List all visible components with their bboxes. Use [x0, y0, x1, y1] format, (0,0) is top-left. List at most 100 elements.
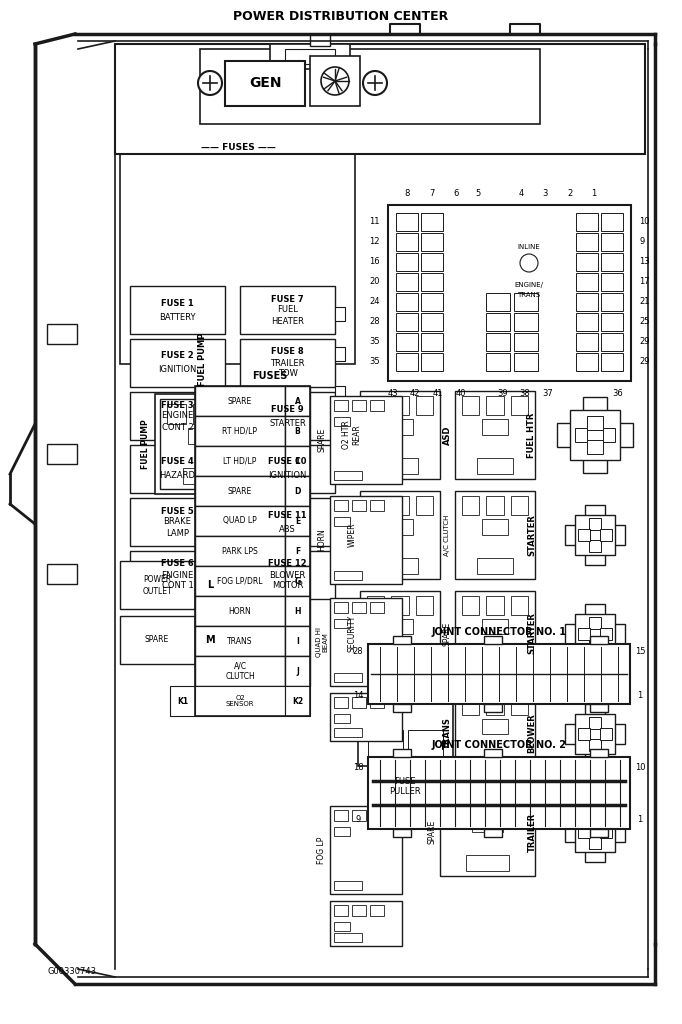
Text: 18: 18 [353, 763, 364, 771]
Text: 4: 4 [518, 188, 524, 198]
Text: 29: 29 [639, 357, 649, 367]
Text: FUSE 9: FUSE 9 [271, 404, 303, 414]
Bar [195, 386, 310, 716]
Text: 8: 8 [404, 188, 410, 198]
Text: POWER: POWER [143, 574, 171, 584]
Text: 1: 1 [638, 814, 642, 823]
Text: SPARE: SPARE [145, 636, 169, 644]
Text: STARTER: STARTER [269, 419, 306, 427]
Bar [240, 551, 335, 599]
Text: O2 HTR
REAR: O2 HTR REAR [342, 421, 361, 450]
Text: 40: 40 [456, 388, 466, 397]
Text: 28: 28 [353, 647, 364, 656]
Bar [396, 233, 418, 251]
Bar [462, 696, 479, 715]
Bar [285, 686, 310, 716]
Bar [511, 696, 528, 715]
Bar [583, 397, 607, 473]
Bar [575, 714, 615, 754]
Bar [393, 829, 411, 837]
Bar [477, 655, 513, 671]
Text: E: E [295, 516, 300, 525]
Bar [576, 213, 598, 231]
Bar [462, 396, 479, 416]
Text: FUEL: FUEL [277, 305, 298, 314]
Text: LT HD/LP: LT HD/LP [223, 457, 256, 466]
Text: FUEL PUMP: FUEL PUMP [198, 333, 207, 386]
Bar [352, 697, 366, 708]
Bar [330, 806, 402, 894]
Bar [421, 333, 443, 351]
Bar [585, 505, 605, 565]
Bar [370, 500, 384, 511]
Bar [115, 44, 645, 154]
Bar [578, 728, 590, 740]
Bar [335, 386, 345, 400]
Text: H: H [294, 606, 301, 615]
Bar [334, 500, 348, 511]
Bar [486, 396, 504, 416]
Text: JOINT CONNECTOR NO. 1: JOINT CONNECTOR NO. 1 [432, 627, 567, 637]
Bar [334, 618, 350, 628]
Bar [285, 626, 310, 656]
Bar [565, 822, 625, 842]
Text: FUSE 10: FUSE 10 [268, 458, 307, 467]
Bar [601, 313, 623, 331]
Text: 39: 39 [498, 388, 508, 397]
Bar [370, 810, 384, 821]
Text: 2: 2 [567, 188, 573, 198]
Bar [160, 399, 245, 489]
Bar [576, 253, 598, 271]
Text: QUAD HI
BEAM: QUAD HI BEAM [316, 627, 329, 657]
Text: FUSE 3: FUSE 3 [161, 400, 194, 410]
Circle shape [363, 71, 387, 95]
Bar [486, 696, 504, 715]
Bar [195, 416, 285, 446]
Text: 16: 16 [370, 257, 380, 266]
Text: PULLER: PULLER [389, 786, 421, 796]
Text: 21: 21 [639, 298, 649, 306]
Bar [285, 506, 310, 536]
Bar [334, 571, 362, 580]
Text: FUSE 4: FUSE 4 [161, 458, 194, 467]
Text: D: D [295, 486, 301, 496]
Bar [486, 496, 504, 515]
Bar [183, 468, 222, 484]
Bar [334, 922, 350, 931]
Bar [578, 826, 590, 838]
Text: 35: 35 [370, 338, 380, 346]
Text: K2: K2 [292, 696, 303, 706]
Bar [352, 500, 366, 511]
Text: TRANS: TRANS [518, 292, 541, 298]
Bar [334, 602, 348, 613]
Bar [601, 233, 623, 251]
Bar [601, 273, 623, 291]
Bar [421, 313, 443, 331]
Bar [130, 339, 225, 387]
Text: BATTERY: BATTERY [160, 312, 196, 322]
Text: 1: 1 [591, 188, 597, 198]
Bar [387, 618, 413, 634]
Text: A/C CLUTCH: A/C CLUTCH [444, 514, 450, 556]
Text: 35: 35 [370, 357, 380, 367]
Bar [486, 353, 510, 371]
Bar [285, 416, 310, 446]
Bar [600, 728, 612, 740]
Text: FUSE 7: FUSE 7 [271, 295, 303, 303]
Bar [130, 551, 225, 599]
Text: TOW: TOW [278, 370, 297, 379]
Text: G: G [295, 577, 301, 586]
Text: RT HD/LP: RT HD/LP [222, 427, 258, 435]
Bar [455, 691, 535, 776]
Bar [481, 719, 508, 733]
Text: G00330743: G00330743 [48, 968, 97, 977]
Bar [360, 391, 440, 479]
Bar [155, 394, 250, 494]
Bar [477, 558, 513, 574]
Bar [130, 286, 225, 334]
Text: FUSE 11: FUSE 11 [268, 511, 307, 519]
Bar [601, 353, 623, 371]
Bar [484, 749, 502, 757]
Text: FUSE 1: FUSE 1 [161, 299, 194, 307]
Text: SPARE: SPARE [228, 396, 252, 406]
